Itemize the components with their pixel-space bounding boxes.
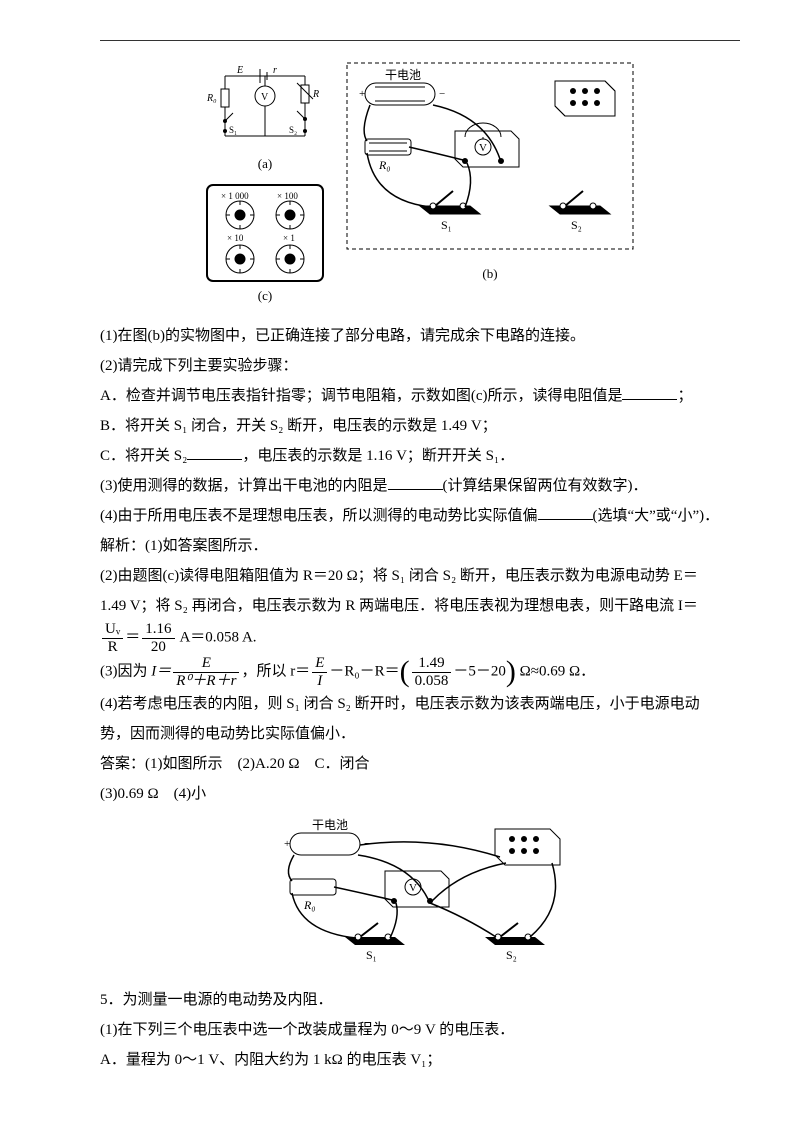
svg-text:r: r (273, 65, 277, 76)
top-rule (100, 40, 740, 41)
answer-figure: 干电池 +− R₀ V S₁ S₂ (100, 817, 740, 977)
sol3-i: I＝ (151, 663, 171, 679)
blank-s2-action[interactable] (187, 444, 242, 460)
svg-text:× 10: × 10 (227, 233, 244, 243)
figure-b-label: (b) (482, 261, 497, 287)
svg-text:E: E (236, 65, 243, 76)
question-2-head: (2)请完成下列主要实验步骤： (100, 351, 740, 381)
q2c-2: ，电压表的示数是 1.16 V；断开开关 S₁． (242, 448, 514, 464)
svg-text:V: V (409, 882, 417, 894)
solution-4b: 势，因而测得的电动势比实际值偏小． (100, 719, 740, 749)
sol3-tail: Ω≈0.69 Ω． (516, 663, 595, 679)
answer-line-1: 答案：(1)如图所示 (2)A.20 Ω C．闭合 (100, 749, 740, 779)
svg-text:R: R (312, 89, 319, 100)
figure-c: × 1 000 × 100 × 10 × 1 (c) (205, 183, 325, 309)
sol3-mid1: ，所以 r＝ (241, 663, 310, 679)
sol3-mid3: －5－20 (453, 663, 506, 679)
svg-text:V: V (479, 142, 487, 154)
frac-149-0058: 1.490.058 (412, 655, 452, 689)
svg-text:S₁: S₁ (441, 218, 452, 232)
solution-4a: (4)若考虑电压表的内阻，则 S₁ 闭合 S₂ 断开时，电压表示数为该表两端电压… (100, 689, 740, 719)
svg-text:R₀: R₀ (378, 158, 391, 172)
svg-text:+: + (359, 88, 365, 100)
frac-uv-r: UᵥR (102, 621, 123, 655)
q4-2: (选填“大”或“小”)． (593, 508, 720, 524)
svg-text:干电池: 干电池 (385, 68, 421, 82)
svg-text:× 1 000: × 1 000 (221, 191, 249, 201)
solution-1: 解析：(1)如答案图所示． (100, 531, 740, 561)
q3-2: (计算结果保留两位有效数字)． (443, 478, 648, 494)
frac-116-20: 1.1620 (142, 621, 174, 655)
frac-e-sum: ER⁰＋R＋r (173, 655, 239, 689)
figure-b: 干电池 + − R₀ V (345, 61, 635, 309)
solution-2-eq: UᵥR＝1.1620 A＝0.058 A. (100, 621, 740, 655)
question-2-b: B．将开关 S₁ 闭合，开关 S₂ 断开，电压表的示数是 1.49 V； (100, 411, 740, 441)
solution-2a: (2)由题图(c)读得电阻箱阻值为 R＝20 Ω；将 S₁ 闭合 S₂ 断开，电… (100, 561, 740, 591)
solution-2b: 1.49 V；将 S₂ 再闭合，电压表示数为 R 两端电压．将电压表视为理想电表… (100, 591, 740, 621)
svg-text:× 1: × 1 (283, 233, 295, 243)
lparen-close: ) (506, 657, 516, 687)
frac-e-i: EI (312, 655, 327, 689)
q2a-tail: ； (677, 388, 692, 404)
question-5-1: (1)在下列三个电压表中选一个改装成量程为 0～9 V 的电压表． (100, 1015, 740, 1045)
question-3: (3)使用测得的数据，计算出干电池的内阻是 (计算结果保留两位有效数字)． (100, 471, 740, 501)
blank-bias[interactable] (538, 504, 593, 520)
svg-text:+: + (284, 838, 290, 850)
figure-a: E r R₀ S₁ V R (205, 61, 325, 177)
figure-a-label: (a) (258, 151, 272, 177)
svg-text:R₀: R₀ (206, 93, 217, 104)
q3-1: (3)使用测得的数据，计算出干电池的内阻是 (100, 478, 388, 494)
eq-sign: ＝ (125, 629, 140, 645)
svg-text:S₂: S₂ (571, 218, 582, 232)
question-2-a: A．检查并调节电压表指针指零；调节电阻箱，示数如图(c)所示，读得电阻值是 ； (100, 381, 740, 411)
sol3-head: (3)因为 (100, 663, 151, 679)
question-5-head: 5．为测量一电源的电动势及内阻． (100, 985, 740, 1015)
blank-resistance[interactable] (622, 384, 677, 400)
svg-text:V: V (261, 92, 269, 103)
question-2-c: C．将开关 S₂ ，电压表的示数是 1.16 V；断开开关 S₁． (100, 441, 740, 471)
svg-text:S₂: S₂ (289, 125, 297, 135)
figure-row-top: E r R₀ S₁ V R (100, 61, 740, 309)
svg-text:R₀: R₀ (303, 898, 316, 912)
question-5-a: A．量程为 0～1 V、内阻大约为 1 kΩ 的电压表 V₁； (100, 1045, 740, 1075)
svg-text:S₁: S₁ (229, 125, 237, 135)
answer-line-2: (3)0.69 Ω (4)小 (100, 779, 740, 809)
q4-1: (4)由于所用电压表不是理想电压表，所以测得的电动势比实际值偏 (100, 508, 538, 524)
blank-internal-r[interactable] (388, 474, 443, 490)
sol2-tail: A＝0.058 A. (177, 629, 257, 645)
figure-c-label: (c) (258, 283, 272, 309)
solution-3: (3)因为 I＝ER⁰＋R＋r，所以 r＝EI－R₀－R＝(1.490.058－… (100, 655, 740, 689)
svg-text:干电池: 干电池 (312, 818, 348, 832)
q2a-text: A．检查并调节电压表指针指零；调节电阻箱，示数如图(c)所示，读得电阻值是 (100, 388, 622, 404)
svg-text:S₂: S₂ (506, 948, 517, 962)
question-1: (1)在图(b)的实物图中，已正确连接了部分电路，请完成余下电路的连接。 (100, 321, 740, 351)
q2c-1: C．将开关 S₂ (100, 448, 187, 464)
figure-stack-left: E r R₀ S₁ V R (205, 61, 325, 309)
lparen-open: ( (400, 657, 410, 687)
svg-text:× 100: × 100 (277, 191, 298, 201)
sol3-mid2: －R₀－R＝ (329, 663, 399, 679)
question-4: (4)由于所用电压表不是理想电压表，所以测得的电动势比实际值偏 (选填“大”或“小… (100, 501, 740, 531)
svg-text:−: − (439, 88, 445, 100)
svg-text:S₁: S₁ (366, 948, 377, 962)
